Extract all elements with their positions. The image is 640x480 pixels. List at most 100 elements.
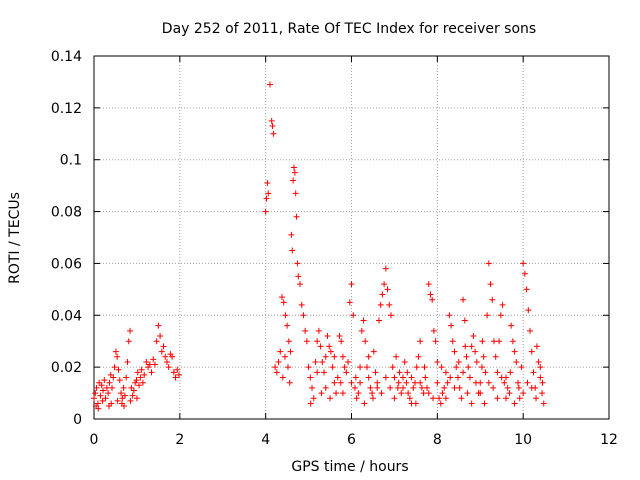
data-point — [379, 291, 386, 298]
data-point — [103, 384, 110, 391]
data-point — [387, 312, 394, 319]
data-point — [509, 338, 516, 345]
data-point — [458, 395, 465, 402]
data-point — [439, 390, 446, 397]
data-point — [363, 364, 370, 371]
data-point — [96, 379, 103, 386]
grid — [94, 56, 609, 419]
data-point — [365, 353, 372, 360]
data-point — [444, 379, 451, 386]
data-point — [391, 374, 398, 381]
data-point — [539, 390, 546, 397]
data-point — [317, 343, 324, 350]
data-point — [412, 379, 419, 386]
data-point — [139, 379, 146, 386]
data-point — [107, 371, 114, 378]
data-point — [97, 392, 104, 399]
data-point — [95, 405, 102, 412]
data-point — [302, 327, 309, 334]
data-point — [92, 390, 99, 397]
data-point — [284, 322, 291, 329]
data-point — [112, 348, 119, 355]
data-point — [352, 374, 359, 381]
data-point — [369, 390, 376, 397]
data-point — [524, 379, 531, 386]
data-point — [490, 338, 497, 345]
data-point — [124, 358, 131, 365]
data-point — [268, 117, 275, 124]
y-tick-label: 0.02 — [51, 360, 82, 376]
data-point — [157, 333, 164, 340]
data-point — [315, 327, 322, 334]
data-point — [511, 348, 518, 355]
data-point — [468, 400, 475, 407]
data-point — [129, 392, 136, 399]
data-point — [516, 395, 523, 402]
data-point — [165, 364, 172, 371]
data-point — [319, 358, 326, 365]
data-point — [128, 384, 135, 391]
data-point — [442, 395, 449, 402]
data-point — [314, 369, 321, 376]
x-tick-label: 4 — [261, 432, 270, 448]
y-tick-label: 0.04 — [51, 308, 82, 324]
data-point — [163, 358, 170, 365]
data-point — [398, 390, 405, 397]
data-point — [422, 374, 429, 381]
data-point — [346, 299, 353, 306]
data-point — [530, 369, 537, 376]
data-point — [396, 369, 403, 376]
data-point — [326, 343, 333, 350]
data-point — [387, 384, 394, 391]
data-point — [468, 343, 475, 350]
data-point — [464, 390, 471, 397]
data-point — [537, 374, 544, 381]
data-point — [102, 395, 109, 402]
data-point — [508, 322, 515, 329]
data-point — [111, 364, 118, 371]
data-point — [287, 348, 294, 355]
data-point — [404, 369, 411, 376]
data-point — [290, 164, 297, 171]
data-point — [430, 327, 437, 334]
data-point — [375, 317, 382, 324]
data-point — [290, 177, 297, 184]
data-point — [442, 369, 449, 376]
data-point — [424, 384, 431, 391]
data-point — [280, 299, 287, 306]
x-axis-label: GPS time / hours — [291, 459, 408, 475]
data-point — [525, 307, 532, 314]
data-point — [394, 384, 401, 391]
data-point — [485, 379, 492, 386]
data-point — [490, 384, 497, 391]
data-point — [348, 379, 355, 386]
data-point — [294, 260, 301, 267]
data-point — [460, 296, 467, 303]
data-point — [170, 369, 177, 376]
data-point — [462, 343, 469, 350]
data-point — [455, 358, 462, 365]
data-point — [466, 374, 473, 381]
data-point — [485, 260, 492, 267]
data-point — [382, 374, 389, 381]
data-point — [499, 301, 506, 308]
data-point — [305, 364, 312, 371]
data-point — [454, 374, 461, 381]
y-tick-label: 0.06 — [51, 256, 82, 272]
data-point — [264, 180, 271, 187]
data-point — [148, 369, 155, 376]
data-point — [451, 348, 458, 355]
data-point — [415, 353, 422, 360]
data-point — [527, 327, 534, 334]
data-point — [401, 358, 408, 365]
data-point — [360, 317, 367, 324]
data-point — [275, 358, 282, 365]
data-point — [489, 296, 496, 303]
data-point — [507, 369, 514, 376]
data-point — [369, 395, 376, 402]
data-point — [281, 353, 288, 360]
data-point — [334, 374, 341, 381]
data-point — [479, 338, 486, 345]
data-point — [118, 400, 125, 407]
